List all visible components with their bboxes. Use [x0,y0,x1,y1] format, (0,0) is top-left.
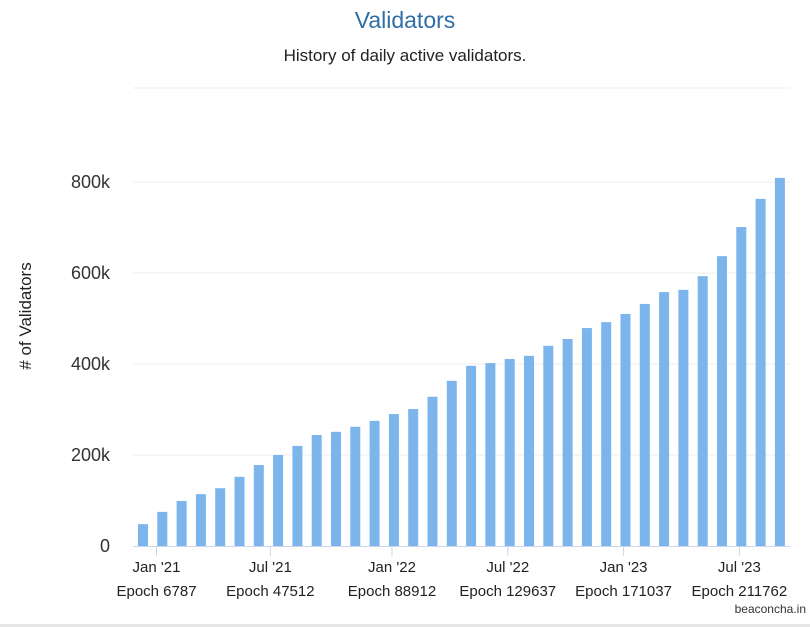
bar[interactable] [446,380,457,546]
x-tick-epoch-label: Epoch 171037 [575,583,672,600]
bar[interactable] [157,511,168,546]
bar[interactable] [504,358,515,546]
y-tick-label: 400k [71,354,111,374]
bar[interactable] [659,292,670,546]
x-tick-epoch-label: Epoch 47512 [226,583,314,600]
x-tick-label: Jul '23 [718,559,761,576]
bar[interactable] [350,426,361,546]
bar[interactable] [736,227,747,547]
bar[interactable] [601,322,612,546]
bar[interactable] [755,198,766,546]
bar[interactable] [311,434,322,546]
bottom-border [0,624,810,627]
bar[interactable] [195,494,206,546]
bar[interactable] [292,445,303,546]
bar[interactable] [524,355,534,546]
bar[interactable] [717,256,727,546]
x-tick-label: Jul '21 [249,559,292,576]
bar[interactable] [369,420,380,546]
bar[interactable] [234,476,245,546]
bar[interactable] [639,303,650,546]
y-tick-label: 200k [71,445,111,465]
credit-link[interactable]: beaconcha.in [735,602,806,616]
bar[interactable] [273,455,284,546]
bar[interactable] [138,524,148,546]
y-tick-label: 800k [71,172,111,192]
x-tick-epoch-label: Epoch 211762 [692,583,788,600]
bar[interactable] [466,365,477,546]
x-tick-epoch-label: Epoch 6787 [116,583,196,600]
x-tick-epoch-label: Epoch 88912 [348,583,436,600]
bar[interactable] [562,338,573,546]
bar[interactable] [215,488,226,546]
bar[interactable] [427,396,438,546]
bar[interactable] [485,363,496,546]
x-tick-label: Jul '22 [486,559,529,576]
bar[interactable] [774,177,785,546]
bar[interactable] [581,328,592,546]
bar[interactable] [408,409,419,546]
bar[interactable] [678,289,689,546]
bar[interactable] [620,313,631,546]
y-tick-label: 0 [100,536,110,556]
bar[interactable] [388,414,399,546]
chart-title: Validators [355,7,456,33]
bar[interactable] [331,431,341,546]
bar[interactable] [176,500,187,546]
x-tick-epoch-label: Epoch 129637 [459,583,556,600]
x-tick-label: Jan '23 [600,559,648,576]
x-tick-label: Jan '21 [133,559,181,576]
bar[interactable] [543,345,554,546]
y-axis-label: # of Validators [16,262,35,369]
chart-subtitle: History of daily active validators. [284,46,527,65]
x-tick-label: Jan '22 [368,559,416,576]
bar[interactable] [697,276,708,546]
y-tick-label: 600k [71,263,111,283]
bar[interactable] [253,465,264,546]
